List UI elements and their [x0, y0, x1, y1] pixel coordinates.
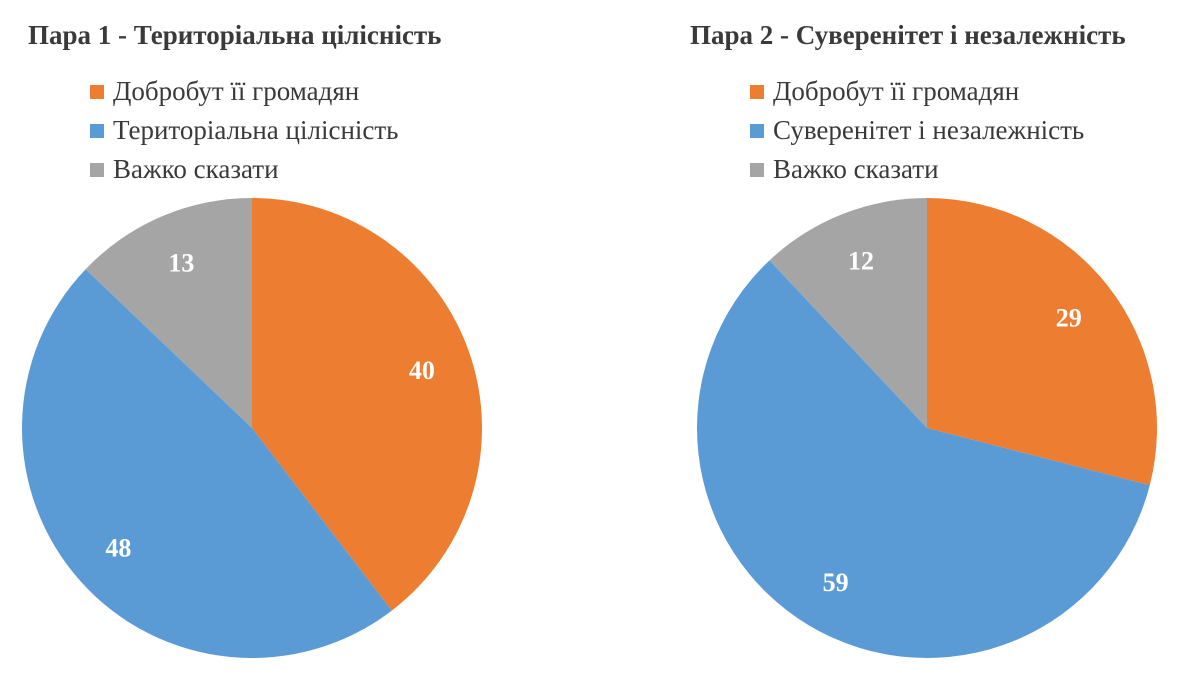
- legend-label: Важко сказати: [773, 154, 939, 184]
- pie-slice: [85, 198, 252, 428]
- legend: Добробут її громадян Суверенітет і незал…: [750, 72, 1084, 189]
- legend-label: Добробут її громадян: [113, 76, 360, 106]
- pie-slice: [252, 198, 482, 611]
- legend-item: Важко сказати: [90, 150, 399, 189]
- slice-value-label: 48: [105, 533, 131, 562]
- legend-label: Важко сказати: [113, 154, 279, 184]
- pie-slice: [21, 269, 392, 659]
- slice-value-label: 13: [168, 249, 194, 278]
- legend-swatch: [90, 84, 104, 99]
- slice-value-label: 12: [848, 247, 874, 276]
- pie-slice: [927, 198, 1157, 486]
- chart-title: Пара 2 - Суверенітет і незалежність: [690, 20, 1126, 50]
- slice-value-label: 29: [1056, 304, 1082, 333]
- legend-swatch: [750, 123, 764, 138]
- slice-value-label: 40: [409, 356, 435, 385]
- legend-item: Територіальна цілісність: [90, 111, 399, 150]
- chart-title: Пара 1 - Територіальна цілісність: [28, 20, 442, 50]
- pie-plot: 29 59 12: [696, 198, 1157, 659]
- legend-label: Добробут її громадян: [773, 76, 1020, 106]
- legend-item: Добробут її громадян: [750, 72, 1084, 111]
- legend-item: Важко сказати: [750, 150, 1084, 189]
- legend-label: Територіальна цілісність: [113, 115, 399, 145]
- slice-value-label: 59: [823, 568, 849, 597]
- legend-swatch: [750, 162, 764, 177]
- legend-swatch: [90, 162, 104, 177]
- legend-item: Добробут її громадян: [90, 72, 399, 111]
- legend-swatch: [750, 84, 764, 99]
- pie-chart-1: Пара 1 - Територіальна цілісність Доброб…: [21, 20, 482, 659]
- pie-slice: [696, 260, 1150, 659]
- pie-slice: [769, 198, 927, 428]
- legend-swatch: [90, 123, 104, 138]
- pie-plot: 40 48 13: [21, 198, 482, 659]
- pie-chart-2: Пара 2 - Суверенітет і незалежність Добр…: [592, 0, 1184, 690]
- legend-item: Суверенітет і незалежність: [750, 111, 1084, 150]
- legend-label: Суверенітет і незалежність: [773, 115, 1085, 145]
- legend: Добробут її громадян Територіальна ціліс…: [90, 72, 399, 189]
